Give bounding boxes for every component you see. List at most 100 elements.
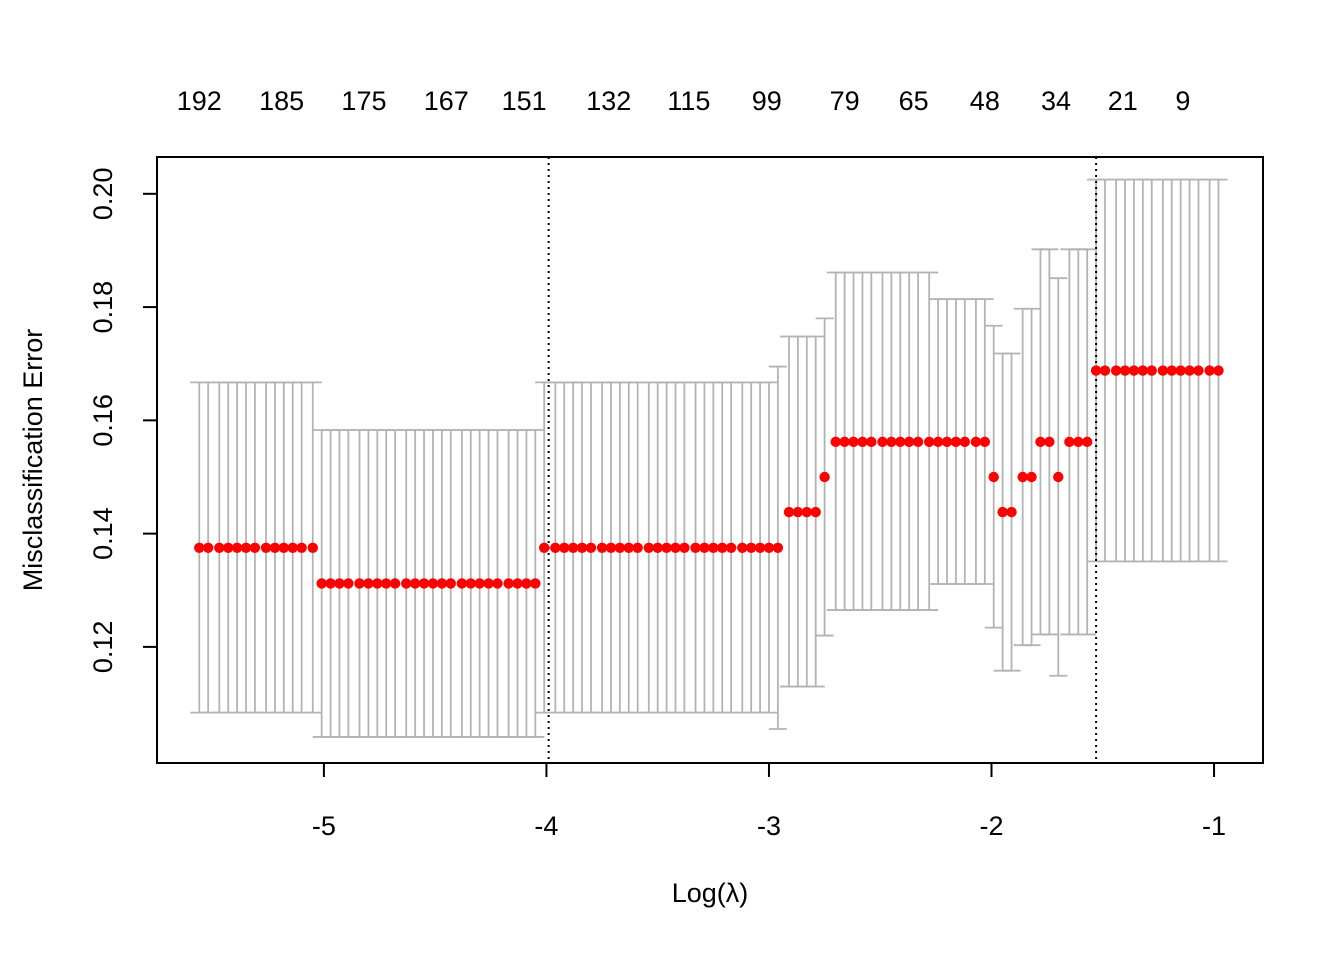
x-tick-label: -2 [979,811,1003,841]
data-point [866,436,877,448]
y-axis-title: Misclassification Error [18,329,48,592]
top-axis-label: 79 [830,86,860,116]
top-axis-label: 167 [424,86,469,116]
data-point [530,578,541,589]
data-point [278,542,290,553]
data-point [623,542,634,553]
data-point [427,578,439,589]
top-axis-labels: 192 185 175 167 151 132 115 99 79 65 48 34 21 9 [177,86,1191,116]
x-axis-title: Log(λ) [672,878,749,908]
x-tick-label: -1 [1202,811,1226,841]
data-point [1006,506,1017,518]
data-point [1099,365,1111,376]
data-point [997,506,1008,518]
data-points [194,365,1224,589]
data-point [389,578,401,589]
data-point [585,542,597,553]
data-point [959,436,971,448]
reference-lines [547,157,1098,763]
data-point [988,471,999,483]
data-point [708,542,719,553]
data-point [970,436,982,448]
data-point [334,578,345,589]
top-axis-label: 48 [970,86,1000,116]
data-point [316,578,327,589]
data-point [596,542,608,553]
data-point [354,578,365,589]
data-point [1017,471,1028,483]
data-point [343,578,354,589]
data-point [1053,471,1064,483]
data-point [819,471,830,483]
data-point [661,542,672,553]
data-point [249,542,261,553]
top-axis-label: 9 [1175,86,1190,116]
data-point [941,436,953,448]
data-point [214,542,225,553]
data-point [1110,365,1122,376]
data-point [810,506,821,518]
top-axis-label: 34 [1041,86,1071,116]
data-point [474,578,485,589]
data-point [456,578,468,589]
data-point [1157,365,1169,376]
data-point [381,578,392,589]
data-point [839,436,850,448]
data-point [632,542,643,553]
data-point [287,542,298,553]
data-point [699,542,710,553]
data-point [260,542,272,553]
data-point [903,436,915,448]
top-axis-label: 21 [1108,86,1138,116]
top-axis-label: 99 [752,86,782,116]
y-tick-label: 0.12 [88,621,118,674]
data-point [745,542,757,553]
data-point [912,436,924,448]
data-point [363,578,374,589]
data-point [1204,365,1215,376]
data-point [1081,436,1093,448]
data-point [445,578,456,589]
data-point [240,542,252,553]
data-point [830,436,841,448]
data-point [792,506,804,518]
data-point [465,578,476,589]
data-point [325,578,336,589]
data-point [877,436,888,448]
data-point [717,542,728,553]
data-point [923,436,935,448]
top-axis-label: 115 [667,86,710,116]
data-point [223,542,234,553]
data-point [1166,365,1177,376]
data-point [725,542,737,553]
data-point [886,436,897,448]
data-point [690,542,701,553]
x-tick-label: -3 [757,811,781,841]
data-point [763,542,775,553]
data-point [559,542,570,553]
data-point [950,436,962,448]
x-axis: -5 -4 -3 -2 -1 [312,762,1226,841]
data-point [670,542,681,553]
data-point [194,542,205,553]
data-point [1184,365,1195,376]
data-point [231,542,243,553]
data-point [652,542,663,553]
data-point [492,578,503,589]
data-point [932,436,944,448]
data-point [409,578,421,589]
data-point [521,578,532,589]
data-point [512,578,523,589]
data-point [539,542,550,553]
data-point [202,542,214,553]
top-axis-label: 185 [259,86,304,116]
y-tick-label: 0.16 [88,394,118,447]
data-point [643,542,655,553]
data-point [372,578,383,589]
data-point [483,578,494,589]
y-tick-label: 0.14 [88,507,118,560]
data-point [401,578,412,589]
data-point [848,436,859,448]
data-point [436,578,448,589]
